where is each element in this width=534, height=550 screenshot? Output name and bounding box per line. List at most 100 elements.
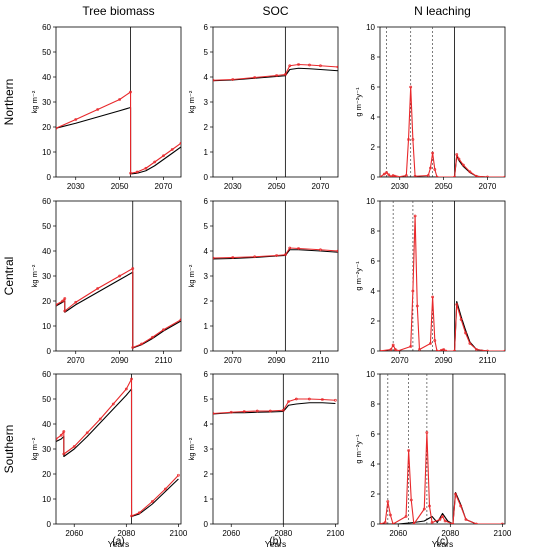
data-point-red bbox=[475, 348, 478, 351]
data-point-red bbox=[297, 63, 300, 66]
data-point-red bbox=[455, 303, 459, 306]
data-point-red bbox=[453, 175, 456, 177]
data-point-red bbox=[380, 175, 382, 177]
x-tick-label: 2090 bbox=[435, 356, 453, 365]
data-point-red bbox=[151, 335, 154, 339]
x-tick-label: 2070 bbox=[479, 182, 497, 191]
data-point-red bbox=[411, 289, 415, 293]
column-title: N leaching bbox=[414, 4, 471, 18]
x-tick-label: 2050 bbox=[111, 182, 129, 191]
data-point-red bbox=[393, 348, 397, 351]
data-point-red bbox=[431, 295, 435, 299]
data-point-red bbox=[74, 118, 78, 121]
data-point-red bbox=[418, 348, 421, 351]
data-point-red bbox=[407, 449, 411, 452]
y-tick-label: 10 bbox=[366, 370, 375, 379]
y-tick-label: 30 bbox=[42, 98, 51, 107]
panel-label: (b) bbox=[269, 536, 281, 547]
x-tick-label: 2030 bbox=[67, 182, 85, 191]
y-tick-label: 4 bbox=[204, 247, 209, 256]
x-tick-label: 2080 bbox=[441, 529, 459, 538]
x-tick-label: 2050 bbox=[435, 182, 453, 191]
data-point-red bbox=[503, 349, 505, 351]
data-point-red bbox=[441, 515, 444, 518]
data-point-red bbox=[422, 507, 426, 511]
data-point-red bbox=[386, 500, 390, 503]
data-point-red bbox=[455, 153, 459, 156]
data-point-red bbox=[150, 500, 154, 503]
data-point-red bbox=[444, 349, 448, 351]
plot-frame bbox=[379, 200, 506, 352]
y-axis-label: g m⁻²y⁻¹ bbox=[354, 87, 363, 117]
x-tick-label: 2070 bbox=[312, 182, 330, 191]
data-point-red bbox=[475, 174, 478, 177]
y-tick-label: 10 bbox=[366, 23, 375, 32]
plot-frame bbox=[212, 26, 339, 178]
y-tick-label: 4 bbox=[371, 287, 376, 296]
y-tick-label: 5 bbox=[204, 395, 209, 404]
y-tick-label: 50 bbox=[42, 222, 51, 231]
data-point-red bbox=[179, 318, 181, 322]
data-point-red bbox=[170, 148, 174, 151]
y-tick-label: 0 bbox=[204, 520, 209, 529]
panel-southern-soc: 0 1 2 3 4 5 6 kg m⁻² 2060 2080 2100 Years bbox=[187, 370, 345, 549]
y-tick-label: 50 bbox=[42, 395, 51, 404]
data-point-red bbox=[253, 76, 257, 79]
data-point-red bbox=[383, 521, 387, 524]
data-point-red bbox=[62, 430, 66, 433]
data-point-red bbox=[118, 98, 121, 101]
data-point-red bbox=[468, 170, 472, 174]
data-point-red bbox=[320, 398, 324, 401]
data-point-red bbox=[430, 521, 434, 524]
data-point-red bbox=[391, 343, 395, 347]
data-point-red bbox=[411, 138, 415, 141]
data-point-red bbox=[287, 400, 290, 403]
x-tick-label: 2060 bbox=[389, 529, 407, 538]
data-point-red bbox=[391, 522, 395, 524]
y-tick-label: 0 bbox=[47, 173, 52, 182]
panel-central-n-leaching: 0 2 4 6 8 10 g m⁻²y⁻¹ 2070 2090 2110 bbox=[354, 197, 506, 365]
y-tick-label: 3 bbox=[204, 98, 209, 107]
data-point-red bbox=[409, 85, 413, 89]
y-axis-label: g m⁻²y⁻¹ bbox=[354, 261, 363, 291]
data-point-red bbox=[396, 175, 399, 177]
y-tick-label: 5 bbox=[204, 48, 209, 57]
data-point-red bbox=[281, 408, 285, 412]
y-tick-label: 50 bbox=[42, 48, 51, 57]
x-tick-label: 2070 bbox=[224, 356, 242, 365]
data-point-red bbox=[336, 249, 338, 253]
series-line-red bbox=[380, 215, 505, 351]
data-point-red bbox=[389, 348, 393, 351]
x-tick-label: 2080 bbox=[274, 529, 292, 538]
data-point-red bbox=[428, 504, 431, 508]
y-tick-label: 2 bbox=[204, 470, 209, 479]
y-tick-label: 8 bbox=[371, 400, 376, 409]
y-axis-label: kg m⁻² bbox=[30, 437, 39, 460]
data-point-red bbox=[144, 166, 148, 170]
data-point-red bbox=[275, 254, 278, 257]
row-title: Central bbox=[2, 257, 16, 296]
data-point-red bbox=[268, 409, 272, 413]
data-point-red bbox=[124, 387, 128, 391]
data-point-red bbox=[96, 108, 100, 111]
data-point-red bbox=[415, 304, 419, 308]
data-point-red bbox=[474, 522, 478, 524]
x-axis-label: Years bbox=[108, 539, 129, 549]
x-tick-label: 2090 bbox=[268, 356, 286, 365]
y-tick-label: 5 bbox=[204, 222, 209, 231]
data-point-red bbox=[213, 78, 215, 82]
data-point-red bbox=[468, 342, 472, 345]
data-point-red bbox=[442, 348, 445, 351]
data-point-red bbox=[162, 154, 165, 158]
data-point-red bbox=[461, 163, 465, 167]
y-tick-label: 10 bbox=[42, 322, 51, 331]
x-tick-label: 2080 bbox=[117, 529, 135, 538]
data-point-red bbox=[63, 297, 67, 300]
data-point-red bbox=[130, 377, 133, 381]
series-line-red bbox=[213, 63, 338, 81]
y-axis-label: kg m⁻² bbox=[30, 264, 39, 287]
x-tick-label: 2030 bbox=[224, 182, 242, 191]
data-point-red bbox=[308, 63, 311, 67]
y-tick-label: 0 bbox=[371, 347, 376, 356]
